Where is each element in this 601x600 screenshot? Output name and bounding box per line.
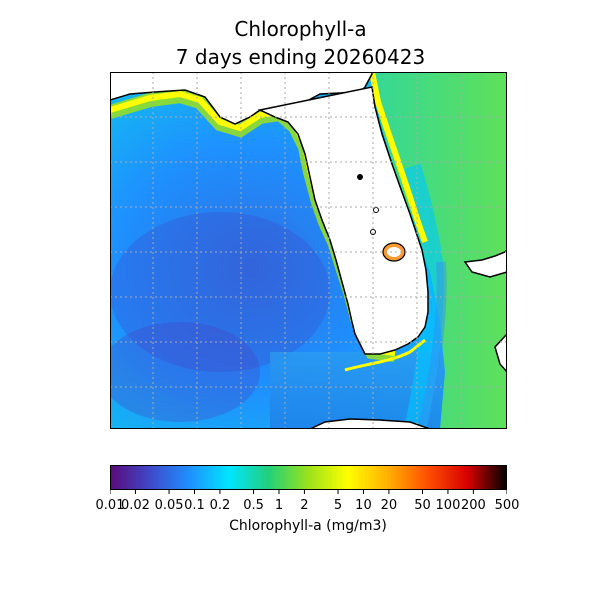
colorbar-frame bbox=[110, 465, 507, 490]
colorbar-tick-label: 5 bbox=[333, 498, 343, 513]
colorbar-tick-label: 0.5 bbox=[243, 498, 264, 513]
inland-lake bbox=[357, 174, 363, 180]
colorbar-tick-label: 100 bbox=[435, 498, 461, 513]
lake-okeechobee-center bbox=[387, 247, 401, 257]
land-florida bbox=[257, 86, 429, 355]
low-chl-patch bbox=[110, 322, 260, 422]
map-frame bbox=[110, 72, 507, 429]
colorbar-tick-label: 0.05 bbox=[154, 498, 184, 513]
florida-keys bbox=[344, 338, 426, 372]
colorbar-title: Chlorophyll-a (mg/m3) bbox=[229, 518, 387, 534]
colorbar-tick-label: 0.02 bbox=[120, 498, 150, 513]
colorbar-tick-label: 0.2 bbox=[209, 498, 231, 513]
colorbar-tick-label: 50 bbox=[414, 498, 431, 513]
gulf-stream bbox=[399, 163, 444, 429]
inland-lake bbox=[370, 229, 376, 235]
colorbar-ticks bbox=[110, 490, 507, 494]
map-grid bbox=[110, 72, 507, 429]
colorbar-tick-label: 200 bbox=[460, 498, 486, 513]
gulf-stream-core bbox=[417, 261, 447, 429]
land-bahamas bbox=[463, 248, 507, 278]
coastal-bloom-band bbox=[369, 72, 428, 243]
colorbar-gradient bbox=[110, 465, 507, 490]
land-cuba bbox=[309, 418, 431, 429]
colorbar-tick-label: 20 bbox=[380, 498, 398, 513]
map-title: Chlorophyll-a bbox=[234, 17, 367, 41]
land-bahamas bbox=[494, 332, 507, 374]
colorbar-tick-label: 1 bbox=[274, 498, 284, 513]
map-subtitle: 7 days ending 20260423 bbox=[175, 45, 426, 69]
colorbar-tick-label: 500 bbox=[494, 498, 520, 513]
chlorophyll-map bbox=[110, 72, 507, 429]
colorbar-tick-label: 0.1 bbox=[184, 498, 205, 513]
colorbar-tick-label: 10 bbox=[355, 498, 372, 513]
colorbar bbox=[110, 465, 507, 494]
colorbar-tick-label: 2 bbox=[300, 498, 309, 513]
colorbar-tick-label: 0.01 bbox=[95, 498, 125, 513]
